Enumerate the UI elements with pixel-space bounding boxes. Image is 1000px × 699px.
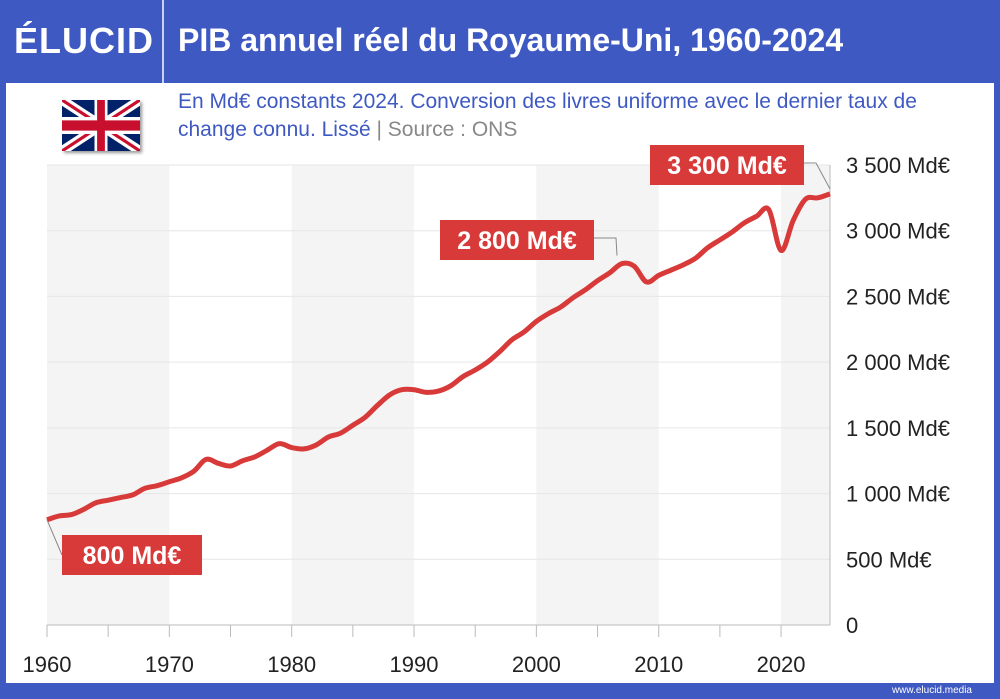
annotation-connector — [804, 162, 831, 190]
x-tick-label: 2010 — [634, 652, 683, 677]
header-divider — [162, 0, 164, 83]
annotation-connector — [46, 519, 63, 556]
uk-flag-icon — [62, 100, 140, 151]
subtitle-text: En Md€ constants 2024. Conversion des li… — [178, 90, 917, 141]
subtitle-separator: | — [376, 118, 382, 141]
y-tick-label: 0 — [846, 613, 858, 638]
y-tick-label: 2 500 Md€ — [846, 284, 950, 309]
annotation-connector — [594, 237, 618, 256]
annotation-box — [440, 220, 594, 260]
annotation-box — [62, 535, 202, 575]
x-tick-label: 1990 — [390, 652, 439, 677]
footer-url[interactable]: www.elucid.media — [891, 685, 972, 696]
y-tick-label: 1 500 Md€ — [846, 416, 950, 441]
annotation-label: 800 Md€ — [83, 542, 182, 570]
y-tick-label: 3 500 Md€ — [846, 153, 950, 178]
background-band — [781, 165, 830, 625]
annotation-label: 3 300 Md€ — [667, 152, 787, 180]
source-text: Source : ONS — [387, 118, 518, 141]
y-tick-label: 2 000 Md€ — [846, 350, 950, 375]
chart-subtitle: En Md€ constants 2024. Conversion des li… — [178, 88, 988, 144]
x-tick-label: 2000 — [512, 652, 561, 677]
y-tick-label: 3 000 Md€ — [846, 219, 950, 244]
y-tick-label: 500 Md€ — [846, 547, 932, 572]
x-tick-label: 1970 — [145, 652, 194, 677]
x-tick-label: 1960 — [23, 652, 72, 677]
gdp-series-line — [46, 191, 831, 523]
annotation-label: 2 800 Md€ — [457, 227, 577, 255]
elucid-logo: ÉLUCID — [14, 20, 154, 61]
background-band — [291, 165, 415, 625]
x-tick-label: 1980 — [267, 652, 316, 677]
y-tick-label: 1 000 Md€ — [846, 482, 950, 507]
annotation-box — [650, 145, 804, 185]
x-tick-label: 2020 — [757, 652, 806, 677]
chart-title: PIB annuel réel du Royaume-Uni, 1960-202… — [178, 22, 844, 58]
header: ÉLUCID PIB annuel réel du Royaume-Uni, 1… — [0, 0, 1000, 83]
